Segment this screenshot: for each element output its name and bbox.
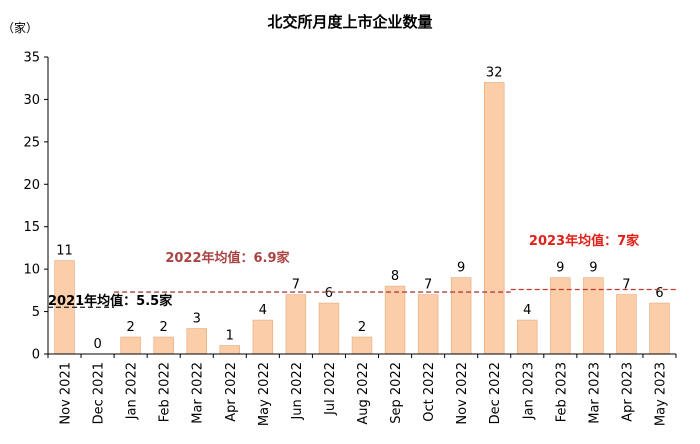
- bar: [351, 336, 373, 355]
- x-tick-label: Jan 2022: [125, 362, 140, 420]
- bar: [120, 336, 141, 355]
- x-tick-label: May 2023: [653, 362, 668, 426]
- bar-value-label: 9: [556, 261, 564, 276]
- y-tick-label: 0: [32, 348, 40, 363]
- y-tick-label: 15: [23, 220, 40, 235]
- x-tick-label: Nov 2022: [455, 362, 470, 425]
- y-tick-label: 20: [23, 178, 40, 193]
- bar: [483, 82, 505, 355]
- bar-value-label: 3: [193, 312, 201, 327]
- y-tick-label: 25: [23, 135, 40, 150]
- bar: [219, 345, 241, 355]
- bar: [517, 319, 538, 355]
- value-labels-group: 11 0 2 2 3 1 4 7 6 2 8 7 9 32 4 9 9 7 6: [56, 65, 663, 352]
- bar-value-label: 2: [160, 320, 168, 335]
- x-tick-label: Mar 2022: [191, 362, 206, 424]
- bar: [318, 302, 340, 355]
- bar-value-label: 4: [523, 303, 531, 318]
- x-tick-label: Apr 2023: [620, 362, 635, 422]
- x-tick-label: Sep 2022: [389, 362, 404, 424]
- y-tick-label: 5: [32, 305, 40, 320]
- bar-value-label: 9: [589, 261, 597, 276]
- x-tick-label: Apr 2022: [224, 362, 239, 422]
- x-tick-label: Jul 2022: [323, 362, 338, 416]
- x-tick-label: Feb 2023: [554, 362, 569, 422]
- x-tick-label: Aug 2022: [356, 362, 371, 425]
- y-tick-label: 10: [23, 263, 40, 278]
- average-label: 2023年均值：7家: [529, 233, 640, 249]
- x-tick-label: Nov 2021: [59, 362, 74, 425]
- bar-value-label: 11: [56, 244, 73, 259]
- bar: [252, 319, 274, 355]
- bar: [450, 277, 472, 355]
- bar-value-label: 2: [126, 320, 134, 335]
- y-tick-label: 35: [23, 51, 40, 66]
- x-tick-label: Mar 2023: [587, 362, 602, 424]
- bar: [285, 294, 307, 355]
- x-tick-label: Jan 2023: [521, 362, 536, 420]
- bar: [649, 302, 670, 355]
- bar: [417, 294, 439, 355]
- bar-value-label: 1: [226, 329, 234, 344]
- bar-value-label: 7: [622, 278, 630, 293]
- x-tick-label: Feb 2022: [158, 362, 173, 422]
- average-annotations: 2021年均值：5.5家 2022年均值：6.9家 2023年均值：7家: [48, 233, 676, 309]
- bar: [384, 285, 406, 355]
- chart-title: 北交所月度上市企业数量: [267, 13, 432, 31]
- y-tick-label: 30: [23, 93, 40, 108]
- bars-group: [54, 82, 670, 355]
- bar-value-label: 8: [391, 269, 399, 284]
- average-label: 2021年均值：5.5家: [48, 293, 173, 309]
- average-label: 2022年均值：6.9家: [165, 250, 290, 266]
- x-tick-label: May 2022: [257, 362, 272, 426]
- bar-value-label: 0: [93, 337, 101, 352]
- x-axis: Nov 2021 Dec 2021 Jan 2022 Feb 2022 Mar 2022…: [47, 353, 677, 426]
- bar-value-label: 2: [358, 320, 366, 335]
- x-tick-label: Dec 2021: [92, 362, 107, 424]
- x-tick-label: Oct 2022: [422, 362, 437, 422]
- bar: [616, 294, 637, 355]
- bar: [186, 328, 207, 355]
- y-axis: 0 5 10 15 20 25 30 35: [23, 51, 49, 363]
- x-tick-label: Dec 2022: [488, 362, 503, 424]
- bar-value-label: 6: [655, 286, 663, 301]
- y-axis-unit: （家）: [2, 20, 38, 35]
- bar-value-label: 4: [259, 303, 267, 318]
- bar-value-label: 6: [325, 286, 333, 301]
- bar-value-label: 7: [292, 278, 300, 293]
- bar: [153, 336, 174, 355]
- x-tick-label: Jun 2022: [290, 362, 305, 421]
- bar-value-label: 7: [424, 278, 432, 293]
- bar-value-label: 32: [486, 65, 503, 80]
- bar-value-label: 9: [457, 261, 465, 276]
